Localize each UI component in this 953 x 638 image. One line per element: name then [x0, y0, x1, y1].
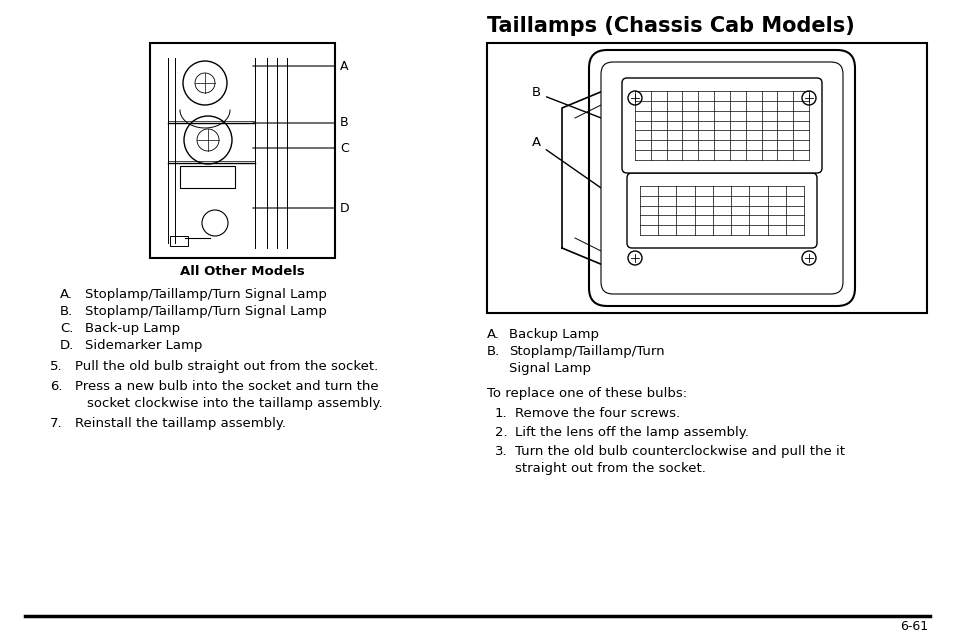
Text: 6-61: 6-61: [899, 620, 927, 633]
Text: D: D: [253, 202, 349, 214]
Circle shape: [801, 251, 815, 265]
Text: C: C: [253, 142, 349, 154]
Text: Press a new bulb into the socket and turn the: Press a new bulb into the socket and tur…: [75, 380, 378, 393]
Text: C.: C.: [60, 322, 73, 335]
Text: 6.: 6.: [50, 380, 63, 393]
Text: B.: B.: [486, 345, 499, 358]
Text: D.: D.: [60, 339, 74, 352]
Text: Backup Lamp: Backup Lamp: [509, 328, 598, 341]
Circle shape: [627, 91, 641, 105]
Text: Stoplamp/Taillamp/Turn: Stoplamp/Taillamp/Turn: [509, 345, 664, 358]
Text: Pull the old bulb straight out from the socket.: Pull the old bulb straight out from the …: [75, 360, 377, 373]
Circle shape: [801, 91, 815, 105]
Text: Reinstall the taillamp assembly.: Reinstall the taillamp assembly.: [75, 417, 286, 430]
Bar: [170, 236, 188, 246]
Text: Lift the lens off the lamp assembly.: Lift the lens off the lamp assembly.: [515, 426, 748, 439]
Text: To replace one of these bulbs:: To replace one of these bulbs:: [486, 387, 686, 400]
Text: Remove the four screws.: Remove the four screws.: [515, 407, 679, 420]
Bar: [180, 166, 234, 188]
FancyBboxPatch shape: [626, 173, 816, 248]
Text: B: B: [532, 87, 624, 127]
Text: A.: A.: [486, 328, 499, 341]
FancyBboxPatch shape: [600, 62, 842, 294]
Text: All Other Models: All Other Models: [180, 265, 305, 278]
Text: A: A: [253, 59, 348, 73]
FancyBboxPatch shape: [621, 78, 821, 173]
Text: Stoplamp/Taillamp/Turn Signal Lamp: Stoplamp/Taillamp/Turn Signal Lamp: [85, 288, 327, 301]
Text: 3.: 3.: [495, 445, 507, 458]
Text: 7.: 7.: [50, 417, 63, 430]
Bar: [150, 43, 335, 258]
Text: 2.: 2.: [495, 426, 507, 439]
Text: A: A: [532, 137, 634, 211]
Text: B: B: [253, 117, 348, 130]
Text: 5.: 5.: [50, 360, 63, 373]
Circle shape: [627, 251, 641, 265]
Text: 1.: 1.: [495, 407, 507, 420]
Text: Turn the old bulb counterclockwise and pull the it: Turn the old bulb counterclockwise and p…: [515, 445, 844, 458]
Text: Stoplamp/Taillamp/Turn Signal Lamp: Stoplamp/Taillamp/Turn Signal Lamp: [85, 305, 327, 318]
Text: Back-up Lamp: Back-up Lamp: [85, 322, 180, 335]
Text: Taillamps (Chassis Cab Models): Taillamps (Chassis Cab Models): [486, 16, 854, 36]
Text: B.: B.: [60, 305, 73, 318]
FancyBboxPatch shape: [588, 50, 854, 306]
Bar: [486, 43, 926, 313]
Text: straight out from the socket.: straight out from the socket.: [515, 462, 705, 475]
Text: Signal Lamp: Signal Lamp: [509, 362, 590, 375]
Text: Sidemarker Lamp: Sidemarker Lamp: [85, 339, 202, 352]
Text: socket clockwise into the taillamp assembly.: socket clockwise into the taillamp assem…: [87, 397, 382, 410]
Text: A.: A.: [60, 288, 73, 301]
